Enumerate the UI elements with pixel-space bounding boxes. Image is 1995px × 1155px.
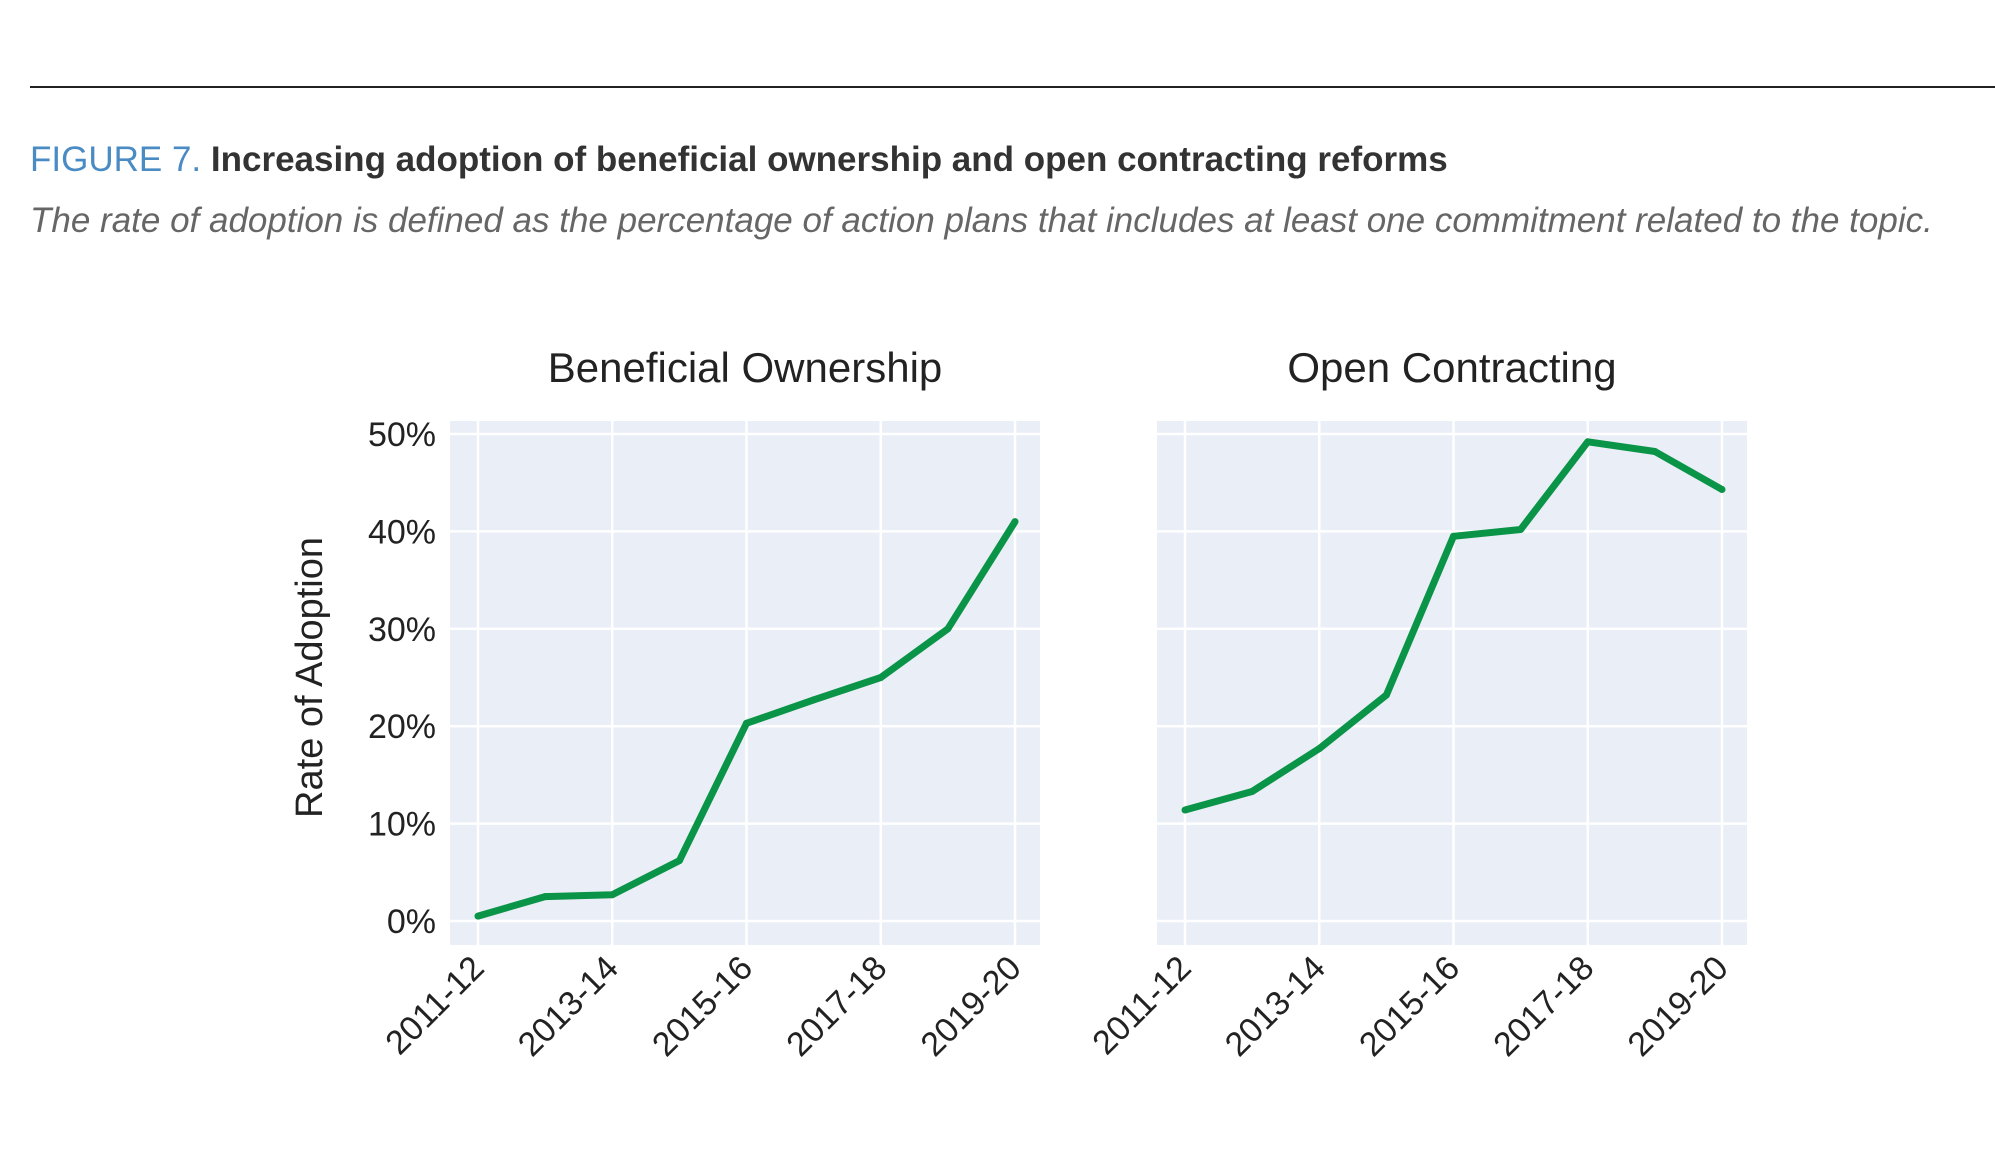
open-contracting-data-point [1181,806,1189,814]
open-contracting-data-point [1450,532,1457,540]
beneficial-ownership-data-point [1011,518,1019,526]
beneficial-ownership-x-tick-label: 2013-14 [511,949,626,1064]
figure-description: The rate of adoption is defined as the p… [30,201,1933,240]
beneficial-ownership-x-tick-label: 2019-20 [914,949,1029,1064]
open-contracting-data-point [1517,525,1525,533]
beneficial-ownership-y-tick-label: 10% [368,806,436,844]
figure-heading: FIGURE 7. Increasing adoption of benefic… [30,138,1990,182]
figure-label: FIGURE 7. [30,140,202,179]
beneficial-ownership-y-tick-label: 50% [368,416,436,454]
beneficial-ownership-data-point [743,719,750,727]
beneficial-ownership-plot-area [450,421,1040,945]
beneficial-ownership-x-tick-label: 2017-18 [779,949,894,1064]
beneficial-ownership-x-tick-label: 2011-12 [378,949,491,1062]
open-contracting-data-point [1248,787,1256,795]
beneficial-ownership-y-tick-label: 20% [368,708,436,746]
open-contracting-x-tick-label: 2011-12 [1085,949,1198,1062]
open-contracting-data-point [1382,691,1390,699]
open-contracting-x-tick-label: 2017-18 [1486,949,1601,1064]
beneficial-ownership-data-point [608,891,616,899]
beneficial-ownership-y-tick-label: 0% [387,903,436,941]
beneficial-ownership-panel-title: Beneficial Ownership [548,344,943,391]
beneficial-ownership-data-point [877,674,885,681]
beneficial-ownership-x-tick-label: 2015-16 [645,949,760,1064]
open-contracting-x-tick-label: 2013-14 [1218,949,1333,1064]
beneficial-ownership-data-point [944,625,952,633]
open-contracting-data-point [1651,448,1659,456]
beneficial-ownership-y-tick-label: 30% [368,611,436,649]
charts-area: Beneficial Ownership 0% 10% 20% 30% 40% 50% Rat… [289,344,1747,1064]
open-contracting-data-point [1315,745,1323,753]
open-contracting-plot-area [1157,421,1747,945]
beneficial-ownership-data-point [474,912,482,920]
beneficial-ownership-data-point [541,893,549,901]
beneficial-ownership-data-point [810,696,818,704]
y-axis-label: Rate of Adoption [289,537,331,818]
open-contracting-data-point [1718,486,1726,494]
beneficial-ownership-y-tick-label: 40% [368,513,436,551]
open-contracting-x-tick-label: 2015-16 [1352,949,1467,1064]
open-contracting-data-point [1584,438,1592,446]
open-contracting-panel-title: Open Contracting [1287,344,1616,391]
beneficial-ownership-data-point [675,857,683,865]
open-contracting-x-tick-label: 2019-20 [1621,949,1736,1064]
figure-title: Increasing adoption of beneficial owners… [210,140,1448,179]
top-rule [30,86,1995,88]
